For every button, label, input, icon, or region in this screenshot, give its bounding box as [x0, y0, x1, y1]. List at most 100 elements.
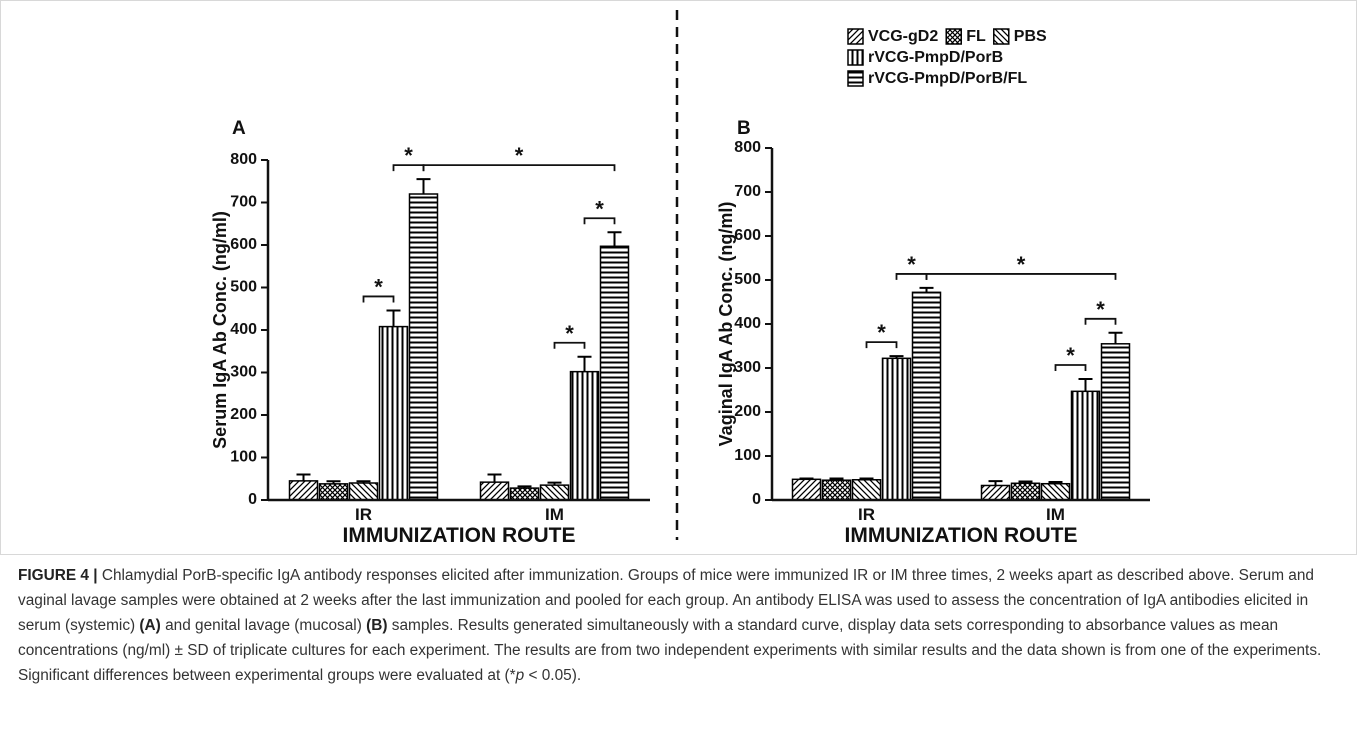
significance-star: * [907, 252, 916, 277]
bar [569, 370, 600, 501]
legend-label: rVCG-PmpD/PorB [868, 49, 1003, 66]
bar [509, 487, 540, 501]
significance-bracket [925, 273, 1117, 280]
bar [791, 478, 822, 501]
error-bar [1018, 480, 1033, 484]
x-tick-label: IR [355, 505, 372, 524]
x-tick-label: IM [545, 505, 564, 524]
significance-star: * [404, 143, 413, 168]
y-tick-label: 100 [230, 449, 257, 466]
bar [318, 483, 349, 501]
y-axis-title: Serum IgA Ab Conc. (ng/ml) [210, 211, 230, 449]
y-tick-label: 400 [734, 315, 761, 332]
bar [288, 480, 319, 501]
bar [911, 291, 942, 501]
significance-star: * [1096, 297, 1105, 322]
y-tick-label: 0 [752, 491, 761, 508]
caption: FIGURE 4 | Chlamydial PorB-specific IgA … [18, 563, 1340, 688]
significance-bracket [553, 341, 586, 349]
error-bar [919, 286, 934, 293]
significance-bracket [362, 295, 395, 303]
x-tick-label: IM [1046, 505, 1065, 524]
y-axis-title: Vaginal IgA Ab Conc. (ng/ml) [716, 202, 736, 447]
bar [479, 481, 510, 501]
bar [408, 193, 439, 501]
y-tick-label: 600 [230, 236, 257, 253]
figure: A Serum IgA Ab Conc. (ng/ml) IMMUNIZATION … [0, 0, 1357, 555]
error-bar [1078, 378, 1093, 392]
y-tick-label: 100 [734, 447, 761, 464]
caption-italic: p [515, 667, 525, 684]
bar [980, 484, 1011, 501]
significance-star: * [565, 321, 574, 346]
bar [348, 482, 379, 501]
significance-star: * [1017, 252, 1026, 277]
error-bar [296, 473, 311, 481]
error-bar [889, 355, 904, 359]
bar [1040, 482, 1071, 501]
caption-panel-ref: (A) [139, 617, 161, 634]
bar [1010, 482, 1041, 501]
significance-star: * [374, 274, 383, 299]
y-tick-label: 300 [734, 359, 761, 376]
x-axis-title: IMMUNIZATION ROUTE [343, 524, 576, 547]
error-bar [326, 480, 341, 484]
y-tick-label: 0 [248, 491, 257, 508]
caption-text: Chlamydial PorB-specific IgA antibody re… [18, 567, 1314, 634]
y-tick-label: 800 [734, 139, 761, 156]
y-tick-label: 500 [230, 279, 257, 296]
y-tick-label: 400 [230, 321, 257, 338]
y-tick-label: 600 [734, 227, 761, 244]
bar [1070, 390, 1101, 501]
y-tick-label: 200 [734, 403, 761, 420]
legend-swatch [847, 70, 864, 87]
significance-bracket [865, 341, 898, 349]
bar [378, 325, 409, 501]
error-bar [416, 178, 431, 194]
x-tick-label: IR [858, 505, 875, 524]
y-tick-label: 700 [230, 194, 257, 211]
significance-bracket [1054, 364, 1087, 371]
figure-frame [0, 0, 1357, 555]
legend-label: rVCG-PmpD/PorB/FL [868, 70, 1027, 87]
bar [539, 484, 570, 501]
panel-label: A [232, 118, 246, 139]
error-bar [517, 485, 532, 489]
error-bar [386, 309, 401, 327]
significance-bracket [1084, 317, 1117, 325]
y-tick-label: 800 [230, 151, 257, 168]
significance-bracket [422, 164, 616, 172]
error-bar [607, 231, 622, 247]
legend-swatch [847, 49, 864, 66]
legend-label: FL [966, 28, 986, 45]
legend-label: PBS [1014, 28, 1047, 45]
bar [1100, 343, 1131, 501]
x-axis-title: IMMUNIZATION ROUTE [845, 524, 1078, 547]
error-bar [859, 477, 874, 480]
significance-star: * [515, 143, 524, 168]
legend-swatch [993, 28, 1010, 45]
error-bar [356, 480, 371, 483]
caption-text: < 0.05). [524, 667, 582, 684]
error-bar [487, 473, 502, 483]
error-bar [547, 481, 562, 486]
significance-bracket [583, 217, 616, 225]
bar [881, 357, 912, 501]
error-bar [577, 355, 592, 372]
error-bar [1108, 331, 1123, 344]
caption-text: and genital lavage (mucosal) [160, 617, 367, 634]
y-tick-label: 200 [230, 406, 257, 423]
error-bar [1048, 480, 1063, 484]
y-tick-label: 500 [734, 271, 761, 288]
bar [599, 245, 630, 501]
y-tick-label: 300 [230, 364, 257, 381]
legend-swatch [945, 28, 962, 45]
bar [821, 479, 852, 501]
panel-label: B [737, 118, 751, 139]
y-tick-label: 700 [734, 183, 761, 200]
bar [851, 479, 882, 501]
significance-star: * [1066, 343, 1075, 368]
significance-star: * [877, 320, 886, 345]
error-bar [799, 477, 814, 480]
